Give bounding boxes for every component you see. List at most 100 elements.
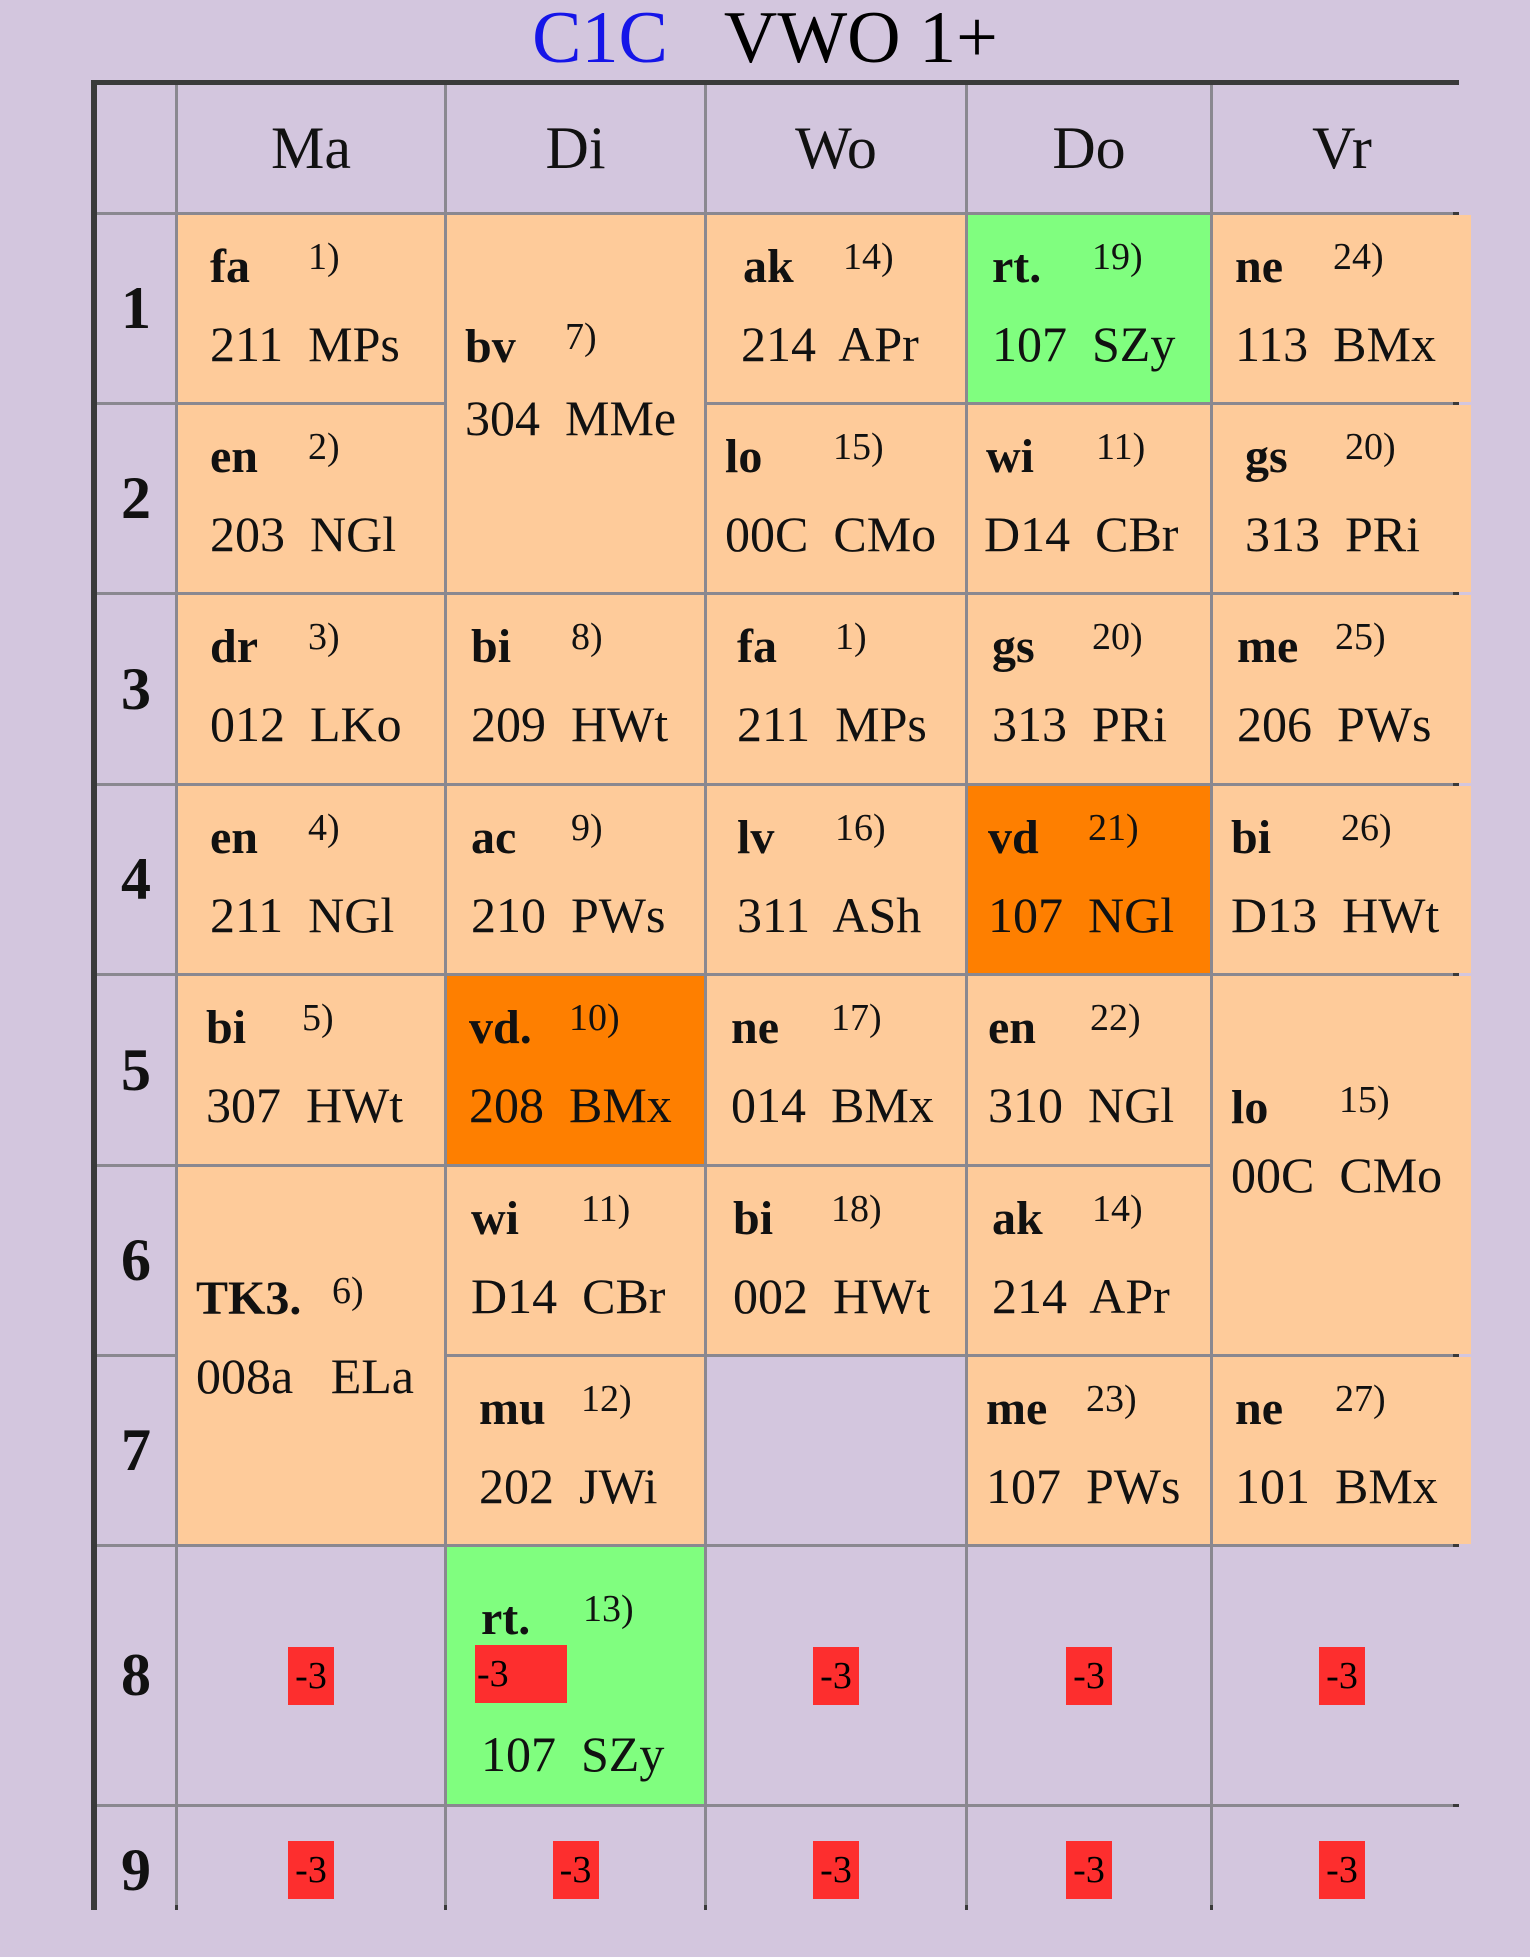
lesson-room-teacher: 203 NGl	[210, 506, 397, 562]
empty-cell: -3	[1213, 1807, 1471, 1933]
lesson-room-teacher: 209 HWt	[471, 696, 669, 752]
lesson-cell[interactable]: bi 26) D13 HWt	[1213, 786, 1471, 973]
lesson-cell[interactable]: TK3. 6) 008a ELa	[178, 1167, 444, 1544]
lesson-cell[interactable]: lo 15) 00C CMo	[1213, 976, 1471, 1354]
lesson-cell[interactable]: ak 14) 214 APr	[968, 1167, 1210, 1354]
lesson-note: 27)	[1335, 1378, 1386, 1420]
lesson-note: 26)	[1341, 807, 1392, 849]
lesson-cell[interactable]: fa 1) 211 MPs	[178, 215, 444, 402]
lesson-subject: rt.	[992, 240, 1042, 293]
lesson-subject: dr	[210, 620, 258, 673]
lesson-note: 16)	[835, 807, 886, 849]
lesson-cell[interactable]: ne 27) 101 BMx	[1213, 1357, 1471, 1544]
day-header-di: Di	[447, 85, 704, 212]
lesson-subject: ne	[1235, 1382, 1283, 1435]
lesson-room-teacher: 00C CMo	[725, 506, 937, 562]
lesson-cell[interactable]: wi 11) D14 CBr	[447, 1167, 704, 1354]
lesson-note: 19)	[1092, 236, 1143, 278]
lesson-subject: gs	[992, 620, 1035, 673]
lesson-cell[interactable]: gs 20) 313 PRi	[1213, 405, 1471, 592]
lesson-note: 1)	[835, 616, 867, 658]
period-mark: -3	[1319, 1841, 1365, 1899]
lesson-cell[interactable]: bi 18) 002 HWt	[707, 1167, 965, 1354]
lesson-cell[interactable]: wi 11) D14 CBr	[968, 405, 1210, 592]
period-mark: -3	[1319, 1646, 1365, 1705]
lesson-note: 20)	[1092, 616, 1143, 658]
empty-cell: -3	[707, 1547, 965, 1804]
lesson-note: 15)	[833, 426, 884, 468]
lesson-room-teacher: 311 ASh	[737, 887, 922, 943]
period-number: 7	[97, 1357, 175, 1544]
lesson-subject: wi	[986, 430, 1034, 483]
period-number: 8	[97, 1547, 175, 1804]
lesson-room-teacher: D14 CBr	[471, 1268, 666, 1324]
empty-cell: -3	[178, 1807, 444, 1933]
empty-cell: -3	[707, 1807, 965, 1933]
lesson-room-teacher: 206 PWs	[1237, 696, 1432, 752]
lesson-subject: ac	[471, 811, 517, 864]
period-mark: -3	[475, 1645, 567, 1703]
lesson-room-teacher: 304 MMe	[465, 390, 677, 446]
lesson-cell[interactable]: bi 8) 209 HWt	[447, 595, 704, 783]
lesson-room-teacher: 014 BMx	[731, 1077, 934, 1133]
lesson-subject: bv	[465, 320, 516, 373]
lesson-note: 15)	[1339, 1079, 1390, 1121]
lesson-room-teacher: 210 PWs	[471, 887, 666, 943]
lesson-note: 1)	[308, 236, 340, 278]
page-title: C1C VWO 1+	[0, 0, 1530, 80]
lesson-room-teacher: 307 HWt	[206, 1077, 404, 1133]
lesson-cell[interactable]: gs 20) 313 PRi	[968, 595, 1210, 783]
empty-cell	[707, 1357, 965, 1544]
period-mark: -3	[288, 1646, 334, 1705]
lesson-subject: rt.	[481, 1592, 531, 1645]
lesson-cell[interactable]: ak 14) 214 APr	[707, 215, 965, 402]
lesson-subject: wi	[471, 1192, 519, 1245]
lesson-cell[interactable]: ac 9) 210 PWs	[447, 786, 704, 973]
lesson-room-teacher: 008a ELa	[196, 1348, 414, 1404]
lesson-cell[interactable]: lo 15) 00C CMo	[707, 405, 965, 592]
lesson-subject: lo	[1231, 1081, 1269, 1134]
lesson-note: 6)	[332, 1270, 364, 1312]
lesson-cell[interactable]: me 23) 107 PWs	[968, 1357, 1210, 1544]
period-number: 4	[97, 786, 175, 973]
lesson-room-teacher: 202 JWi	[479, 1458, 658, 1514]
lesson-room-teacher: 310 NGl	[988, 1077, 1175, 1133]
lesson-subject: fa	[210, 240, 250, 293]
lesson-subject: me	[1237, 620, 1299, 673]
lesson-subject: en	[988, 1001, 1036, 1054]
lesson-cell[interactable]: lv 16) 311 ASh	[707, 786, 965, 973]
lesson-cell[interactable]: ne 17) 014 BMx	[707, 976, 965, 1164]
lesson-cell[interactable]: mu 12) 202 JWi	[447, 1357, 704, 1544]
class-code: C1C	[532, 0, 668, 79]
lesson-note: 11)	[1096, 426, 1146, 468]
lesson-note: 17)	[831, 997, 882, 1039]
lesson-cell[interactable]: ne 24) 113 BMx	[1213, 215, 1471, 402]
lesson-room-teacher: D14 CBr	[984, 506, 1179, 562]
lesson-subject: en	[210, 430, 258, 483]
lesson-cell[interactable]: dr 3) 012 LKo	[178, 595, 444, 783]
lesson-cell[interactable]: en 4) 211 NGl	[178, 786, 444, 973]
lesson-cell-changed[interactable]: vd 21) 107 NGl	[968, 786, 1210, 973]
period-number: 2	[97, 405, 175, 592]
lesson-subject: lv	[737, 811, 775, 864]
lesson-subject: lo	[725, 430, 763, 483]
lesson-subject: bi	[733, 1192, 774, 1245]
empty-cell: -3	[178, 1547, 444, 1804]
lesson-room-teacher: 313 PRi	[992, 696, 1168, 752]
lesson-cell[interactable]: bv 7) 304 MMe	[447, 215, 704, 592]
period-mark: -3	[1066, 1841, 1112, 1899]
lesson-subject: vd.	[469, 1001, 532, 1054]
lesson-cell-changed[interactable]: vd. 10) 208 BMx	[447, 976, 704, 1164]
lesson-cell[interactable]: en 22) 310 NGl	[968, 976, 1210, 1164]
class-level: VWO 1+	[723, 0, 998, 79]
lesson-cell[interactable]: fa 1) 211 MPs	[707, 595, 965, 783]
lesson-cell[interactable]: en 2) 203 NGl	[178, 405, 444, 592]
lesson-note: 5)	[302, 997, 334, 1039]
lesson-room-teacher: 00C CMo	[1231, 1147, 1443, 1203]
lesson-room-teacher: 211 NGl	[210, 887, 395, 943]
lesson-cell-highlighted[interactable]: rt. 13) -3 107 SZy	[447, 1547, 704, 1804]
lesson-cell[interactable]: bi 5) 307 HWt	[178, 976, 444, 1164]
lesson-cell[interactable]: me 25) 206 PWs	[1213, 595, 1471, 783]
lesson-room-teacher: 211 MPs	[210, 316, 400, 372]
lesson-cell-highlighted[interactable]: rt. 19) 107 SZy	[968, 215, 1210, 402]
